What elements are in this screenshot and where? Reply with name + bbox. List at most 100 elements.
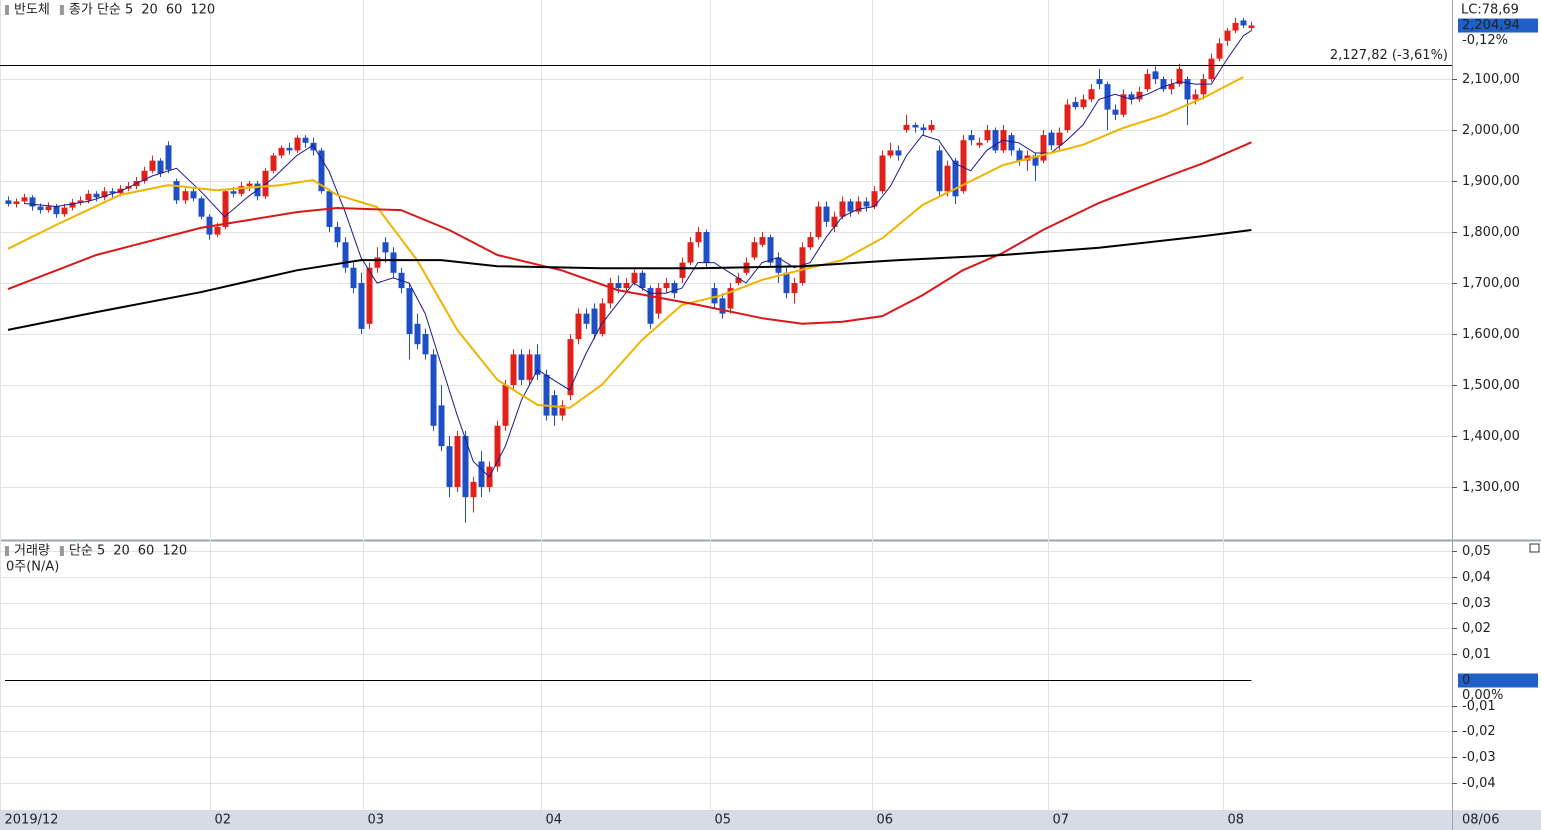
candle-body (607, 283, 614, 304)
candle-body (61, 207, 68, 215)
candle-body (494, 425, 501, 467)
candle-body (1088, 89, 1095, 100)
candle-body (342, 242, 349, 268)
candle-body (887, 150, 894, 156)
candle-body (1168, 84, 1175, 90)
candle-body (879, 155, 886, 192)
candle-body (767, 237, 774, 263)
candle-body (446, 446, 453, 487)
candle-body (13, 201, 20, 204)
candle-body (5, 200, 12, 204)
candle-body (526, 354, 533, 380)
candle-body (21, 197, 28, 202)
candle-body (944, 165, 951, 192)
grid (0, 0, 1452, 810)
y-tick-label: 0,03 (1462, 596, 1491, 611)
candle-body (470, 481, 477, 498)
candle-body (141, 170, 148, 182)
candle-body (920, 127, 927, 131)
candle-body (45, 206, 52, 211)
candle-body (29, 197, 36, 207)
candle-body (1192, 94, 1199, 100)
candle-body (109, 191, 116, 194)
x-tick-label: 05 (715, 813, 732, 828)
candle-body (751, 242, 758, 258)
candle-body (165, 145, 172, 170)
candle-body (77, 200, 84, 203)
candle-body (703, 232, 710, 263)
candle-body (655, 288, 662, 314)
candle-body (687, 242, 694, 263)
candle-body (1016, 150, 1023, 161)
x-tick-label: 06 (877, 813, 894, 828)
candle-body (1096, 79, 1103, 85)
candle-body (366, 267, 373, 324)
candle-body (960, 140, 967, 192)
y-tick-label: -0,04 (1462, 776, 1496, 791)
candle-body (599, 303, 606, 334)
legend-entry: 종가 단순 5 (69, 3, 133, 18)
candle-body (430, 354, 437, 426)
candle-body (671, 283, 678, 294)
candle-body (992, 130, 999, 151)
candle-body (839, 201, 846, 217)
candle-body (559, 405, 566, 416)
candle-body (1208, 58, 1215, 80)
zero-box (1458, 673, 1538, 688)
candle-body (286, 147, 293, 151)
candle-body (984, 130, 991, 141)
legend-entry: 60 (138, 544, 155, 559)
candle-body (294, 137, 301, 151)
x-tick-label: 2019/12 (5, 813, 59, 828)
candle-body (735, 277, 742, 284)
candle-body (278, 147, 285, 156)
legend-marker (59, 546, 64, 556)
legend-marker (5, 5, 9, 15)
legend-entry: 120 (162, 544, 187, 559)
candle-body (358, 283, 365, 329)
candle-body (679, 262, 686, 278)
legend-entry: 20 (113, 544, 130, 559)
candle-body (968, 135, 975, 141)
candle-body (374, 257, 381, 268)
candle-body (1032, 155, 1039, 166)
candle-body (270, 155, 277, 171)
candle-body (1160, 79, 1167, 90)
candle-body (390, 252, 397, 273)
reference-label: 2,127,82 (-3,61%) (1330, 48, 1448, 63)
x-tick-label: 02 (215, 813, 232, 828)
y-tick-label: 1,500,00 (1462, 378, 1520, 393)
ma-line (24, 30, 1252, 478)
candle-body (823, 206, 830, 222)
candle-body (350, 267, 357, 289)
candle-body (903, 124, 910, 131)
y-tick-label: 2,000,00 (1462, 123, 1520, 138)
x-tick-label: 03 (368, 813, 385, 828)
candle-body (623, 283, 630, 289)
candle-body (567, 339, 574, 396)
candle-body (711, 288, 718, 304)
zero-label: 0 (1462, 673, 1470, 688)
volume-note: 0주(N/A) (6, 560, 59, 575)
candle-body (551, 395, 558, 416)
candle-body (1144, 73, 1151, 90)
candle-body (1080, 99, 1087, 108)
y-tick-label: -0,02 (1462, 724, 1496, 739)
close-button[interactable] (1529, 543, 1540, 553)
y-tick-label: 1,700,00 (1462, 276, 1520, 291)
candle-body (334, 226, 341, 243)
candle-body (1200, 79, 1207, 95)
candle-body (173, 181, 180, 201)
candle-body (719, 298, 726, 314)
legend-entry: 단순 5 (69, 544, 105, 559)
candle-body (414, 323, 421, 345)
date-readout: 08/06 (1462, 813, 1499, 828)
candle-body (406, 288, 413, 334)
x-tick-label: 04 (546, 813, 563, 828)
candle-body (422, 333, 429, 355)
candle-body (1216, 43, 1223, 59)
x-tick-label: 07 (1053, 813, 1070, 828)
candle-body (502, 384, 509, 426)
candle-body (246, 183, 253, 187)
